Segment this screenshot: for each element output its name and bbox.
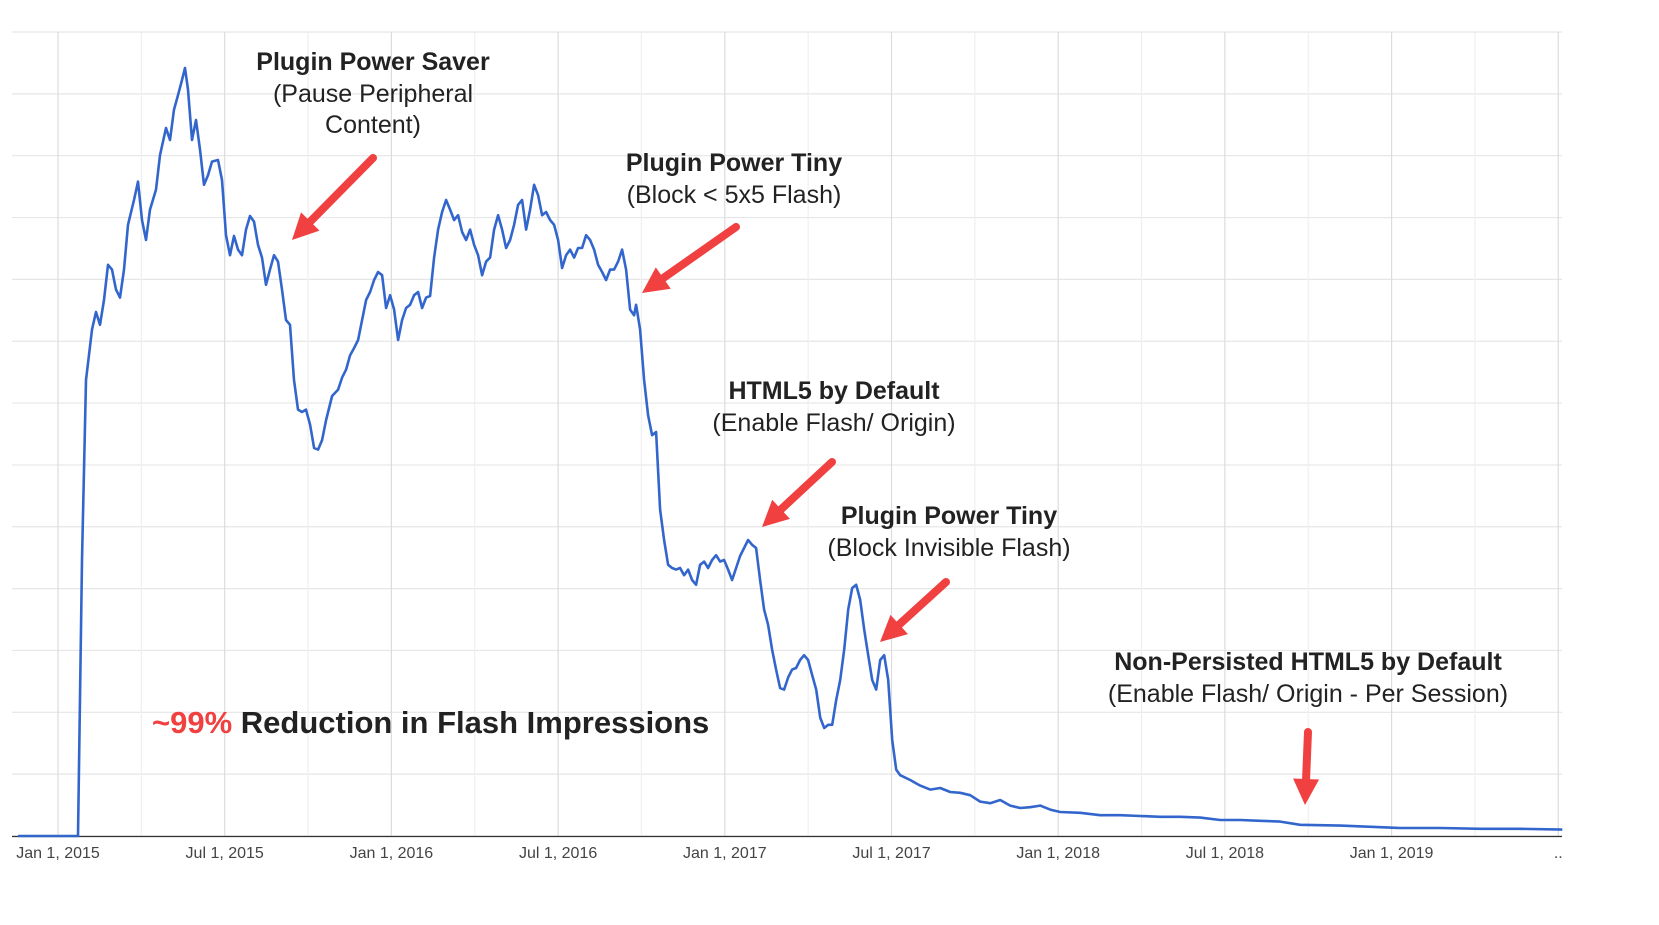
annotation-html5-by-default: HTML5 by Default (Enable Flash/ Origin) <box>712 377 955 437</box>
headline: ~99% Reduction in Flash Impressions <box>152 705 709 740</box>
arrow-icon <box>880 578 950 642</box>
annotation-title: HTML5 by Default <box>728 377 940 405</box>
annotation-title: Plugin Power Tiny <box>841 502 1057 530</box>
annotation-arrows <box>292 154 1320 805</box>
annotation-detail: (Pause Peripheral <box>273 80 473 108</box>
x-tick-label: Jul 1, 2017 <box>852 845 930 862</box>
arrow-icon <box>642 223 740 293</box>
annotation-non-persisted-html5: Non-Persisted HTML5 by Default (Enable F… <box>1108 648 1508 708</box>
arrow-icon <box>762 458 836 527</box>
arrow-icon <box>292 154 377 240</box>
annotation-detail: (Block Invisible Flash) <box>827 534 1070 562</box>
annotation-title: Plugin Power Saver <box>256 48 490 76</box>
x-tick-label: Jan 1, 2017 <box>683 845 767 862</box>
annotation-plugin-power-tiny-invisible: Plugin Power Tiny (Block Invisible Flash… <box>827 502 1070 562</box>
annotation-detail: Content) <box>325 111 421 139</box>
annotation-detail: (Enable Flash/ Origin) <box>712 409 955 437</box>
annotation-detail: (Enable Flash/ Origin - Per Session) <box>1108 680 1508 708</box>
x-tick-label: Jan 1, 2016 <box>350 845 434 862</box>
x-tick-labels: Jan 1, 2015 Jul 1, 2015 Jan 1, 2016 Jul 1, … <box>16 845 1563 862</box>
x-tick-label: Jan 1, 2018 <box>1016 845 1100 862</box>
x-tick-label: Jul 1, 2016 <box>519 845 597 862</box>
series-line-flash-impressions <box>18 66 1563 838</box>
headline-highlight: ~99% <box>152 705 232 740</box>
x-tick-label: Jul 1, 2018 <box>1186 845 1264 862</box>
annotation-title: Non-Persisted HTML5 by Default <box>1114 648 1502 676</box>
arrow-icon <box>1293 728 1320 805</box>
x-tick-label: .. <box>1554 845 1563 862</box>
annotation-plugin-power-saver: Plugin Power Saver (Pause Peripheral Con… <box>256 48 490 139</box>
x-tick-label: Jan 1, 2019 <box>1350 845 1434 862</box>
annotation-detail: (Block < 5x5 Flash) <box>627 181 842 209</box>
annotation-plugin-power-tiny-5x5: Plugin Power Tiny (Block < 5x5 Flash) <box>626 149 842 209</box>
headline-text: Reduction in Flash Impressions <box>232 705 709 740</box>
x-tick-label: Jan 1, 2015 <box>16 845 100 862</box>
x-tick-label: Jul 1, 2015 <box>186 845 264 862</box>
annotation-title: Plugin Power Tiny <box>626 149 842 177</box>
